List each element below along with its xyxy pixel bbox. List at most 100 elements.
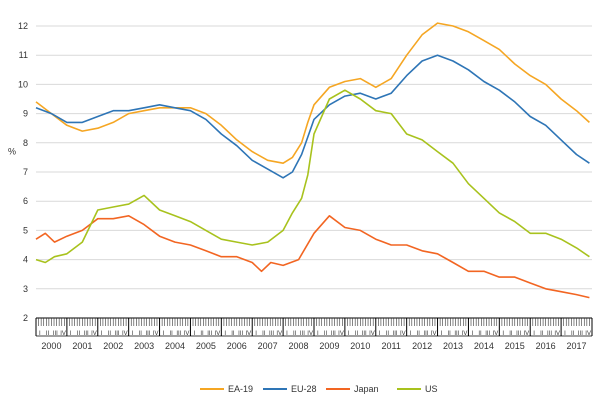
quarter-label: I: [379, 331, 381, 337]
quarter-label: IV: [276, 331, 282, 337]
quarter-label: IV: [60, 331, 66, 337]
quarter-label: IV: [246, 331, 252, 337]
quarter-label: IV: [91, 331, 97, 337]
quarter-label: II: [386, 331, 390, 337]
quarter-label: II: [355, 331, 359, 337]
quarter-label: I: [255, 331, 257, 337]
x-tick-label: 2016: [536, 341, 556, 351]
quarter-label: III: [516, 331, 521, 337]
quarter-label: III: [393, 331, 398, 337]
quarter-label: II: [46, 331, 50, 337]
quarter-label: II: [324, 331, 328, 337]
series-line-japan: [35, 215, 590, 299]
quarter-label: II: [139, 331, 143, 337]
y-tick-label: 9: [23, 109, 28, 119]
y-tick-label: 6: [23, 196, 28, 206]
legend-label-us: US: [425, 384, 438, 394]
quarter-label: II: [108, 331, 112, 337]
x-tick-label: 2015: [505, 341, 525, 351]
y-tick-label: 10: [18, 79, 28, 89]
quarter-label: III: [578, 331, 583, 337]
quarter-label: I: [317, 331, 319, 337]
quarter-label: II: [417, 331, 421, 337]
quarter-label: IV: [184, 331, 190, 337]
legend: EA-19 EU-28 Japan US: [200, 384, 438, 394]
x-tick-label: 2010: [350, 341, 370, 351]
quarter-label: II: [540, 331, 544, 337]
quarter-label: III: [238, 331, 243, 337]
quarter-label: I: [286, 331, 288, 337]
quarter-label: I: [471, 331, 473, 337]
quarter-label: II: [509, 331, 513, 337]
quarter-label: I: [502, 331, 504, 337]
y-axis-label: %: [8, 146, 16, 156]
quarter-label: II: [478, 331, 482, 337]
x-tick-label: 2012: [412, 341, 432, 351]
quarter-label: III: [53, 331, 58, 337]
legend-label-ea-19: EA-19: [228, 384, 253, 394]
x-tick-label: 2002: [103, 341, 123, 351]
y-tick-label: 3: [23, 284, 28, 294]
quarter-label: II: [200, 331, 204, 337]
legend-label-eu-28: EU-28: [291, 384, 317, 394]
quarter-label: III: [454, 331, 459, 337]
series-line-eu-28: [35, 54, 590, 179]
quarter-label: III: [485, 331, 490, 337]
quarter-label: II: [262, 331, 266, 337]
quarter-label: IV: [153, 331, 159, 337]
quarter-label: IV: [122, 331, 128, 337]
quarter-label: I: [70, 331, 72, 337]
gridlines: [36, 25, 592, 319]
quarter-label: IV: [462, 331, 468, 337]
quarter-label: I: [39, 331, 41, 337]
quarter-label: IV: [215, 331, 221, 337]
x-tick-label: 2009: [319, 341, 339, 351]
x-tick-label: 2014: [474, 341, 494, 351]
quarter-label: II: [571, 331, 575, 337]
quarter-label: III: [145, 331, 150, 337]
x-tick-label: 2005: [196, 341, 216, 351]
x-tick-label: 2001: [72, 341, 92, 351]
x-tick-label: 2003: [134, 341, 154, 351]
x-tick-label: 2006: [227, 341, 247, 351]
quarter-label: III: [423, 331, 428, 337]
quarter-label: III: [207, 331, 212, 337]
quarter-label: II: [231, 331, 235, 337]
y-tick-label: 11: [19, 50, 28, 60]
quarter-label: II: [293, 331, 297, 337]
x-tick-label: 2013: [443, 341, 463, 351]
quarter-label: IV: [585, 331, 591, 337]
quarter-label: III: [547, 331, 552, 337]
x-tick-label: 2017: [567, 341, 587, 351]
quarter-label: IV: [369, 331, 375, 337]
series-line-us: [35, 89, 590, 264]
quarter-label: IV: [554, 331, 560, 337]
quarter-label: I: [101, 331, 103, 337]
quarter-label: IV: [431, 331, 437, 337]
quarter-label: II: [169, 331, 173, 337]
quarter-label: I: [193, 331, 195, 337]
quarter-label: III: [269, 331, 274, 337]
quarter-label: II: [77, 331, 81, 337]
quarter-label: III: [115, 331, 120, 337]
y-tick-label: 12: [18, 21, 28, 31]
y-tick-label: 2: [23, 313, 28, 323]
series-lines: [35, 22, 590, 299]
legend-label-japan: Japan: [354, 384, 379, 394]
x-tick-label: 2011: [382, 341, 401, 351]
x-tick-label: 2008: [289, 341, 309, 351]
x-tick-label: 2004: [165, 341, 185, 351]
quarter-label: I: [132, 331, 134, 337]
quarter-label: I: [410, 331, 412, 337]
quarter-label: I: [348, 331, 350, 337]
quarter-label: I: [441, 331, 443, 337]
quarter-label: I: [224, 331, 226, 337]
quarter-label: IV: [338, 331, 344, 337]
quarter-label: III: [362, 331, 367, 337]
quarter-label: III: [176, 331, 181, 337]
quarter-label: IV: [400, 331, 406, 337]
y-tick-label: 5: [23, 225, 28, 235]
quarter-label: IV: [307, 331, 313, 337]
quarter-label: III: [300, 331, 305, 337]
